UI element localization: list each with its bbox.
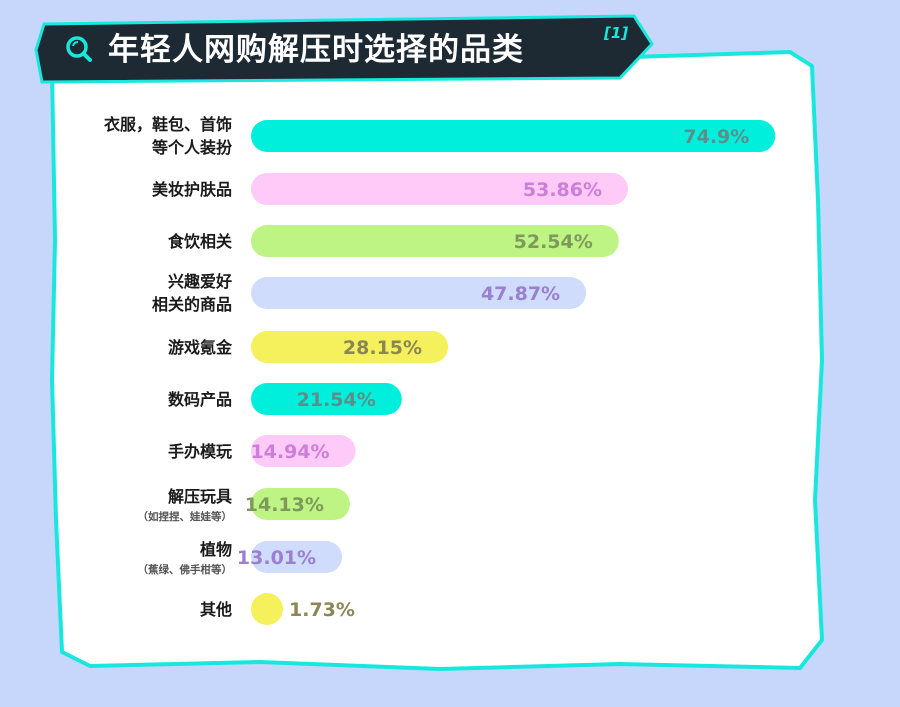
- category-label-1-0: 美妆护肤品: [152, 180, 232, 199]
- category-sublabel-7: （如捏捏、娃娃等）: [138, 510, 233, 523]
- bar-3: [251, 277, 587, 309]
- page-title: 年轻人网购解压时选择的品类: [108, 32, 524, 68]
- title-banner-shape: [34, 14, 654, 84]
- bar-7: [251, 488, 350, 520]
- value-label-5: 21.54%: [297, 389, 376, 411]
- category-label-3-0: 兴趣爱好: [168, 272, 232, 291]
- category-label-8-0: 植物: [199, 540, 232, 559]
- value-label-7: 14.13%: [245, 494, 324, 516]
- value-label-3: 47.87%: [481, 283, 560, 305]
- value-label-9: 1.73%: [289, 599, 355, 621]
- category-label-5-0: 数码产品: [168, 390, 232, 409]
- bar-0: [251, 120, 776, 152]
- title-reference: [1]: [604, 24, 629, 42]
- value-label-6: 14.94%: [250, 441, 329, 463]
- value-label-0: 74.9%: [683, 126, 749, 148]
- bar-9: [251, 593, 283, 625]
- category-label-9-0: 其他: [200, 600, 232, 619]
- category-label-3-1: 相关的商品: [152, 295, 232, 314]
- bar-5: [251, 383, 402, 415]
- category-label-0-1: 等个人装扮: [151, 138, 233, 157]
- bar-8: [251, 541, 343, 573]
- bar-2: [251, 225, 619, 257]
- category-label-2-0: 食饮相关: [167, 232, 232, 251]
- value-label-4: 28.15%: [343, 337, 422, 359]
- value-label-2: 52.54%: [514, 231, 593, 253]
- bar-4: [251, 331, 449, 363]
- category-label-4-0: 游戏氪金: [168, 338, 233, 357]
- search-icon: [64, 34, 94, 64]
- category-sublabel-8: （蕉绿、佛手柑等）: [138, 563, 233, 576]
- bar-6: [251, 435, 356, 467]
- value-label-1: 53.86%: [523, 179, 602, 201]
- bar-1: [251, 173, 629, 205]
- value-label-8: 13.01%: [237, 547, 316, 569]
- category-label-0-0: 衣服，鞋包、首饰: [104, 115, 232, 134]
- category-label-6-0: 手办模玩: [168, 442, 232, 461]
- title-banner: [34, 14, 654, 84]
- category-label-7-0: 解压玩具: [168, 487, 232, 506]
